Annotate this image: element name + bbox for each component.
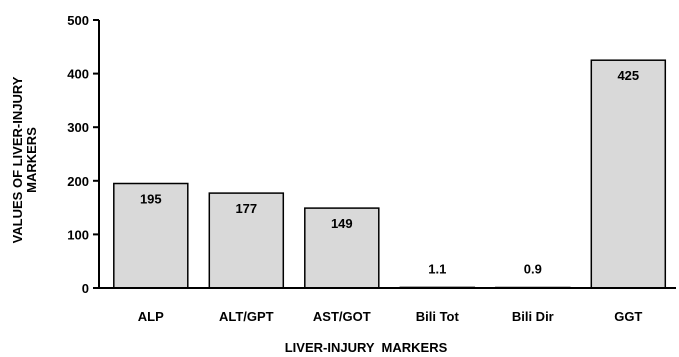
bar-ggt	[590, 59, 667, 289]
data-label: 425	[617, 68, 639, 83]
x-tick-label: GGT	[614, 309, 642, 324]
y-axis-title-line-1: VALUES OF LIVER-INJURY	[10, 76, 25, 243]
y-axis-title: VALUES OF LIVER-INJURY MARKERS	[10, 76, 39, 243]
data-label: 1.1	[428, 261, 446, 276]
data-label: 149	[331, 216, 353, 231]
x-tick-label: Bili Dir	[512, 309, 554, 324]
x-tick-label: ALT/GPT	[219, 309, 274, 324]
y-tick-label: 500	[67, 13, 89, 28]
bar-ast-got	[304, 207, 380, 289]
y-axis-title-line-2: MARKERS	[24, 127, 39, 193]
y-tick-label: 0	[82, 281, 89, 296]
x-tick-label: Bili Tot	[416, 309, 460, 324]
y-tick-label: 100	[67, 227, 89, 242]
x-axis-title: LIVER-INJURY MARKERS	[285, 340, 448, 355]
x-tick-label: AST/GOT	[313, 309, 371, 324]
bar-alp	[113, 182, 189, 289]
y-tick-label: 400	[67, 67, 89, 82]
data-label: 195	[140, 192, 162, 207]
y-tick-label: 200	[67, 174, 89, 189]
x-tick-label: ALP	[138, 309, 164, 324]
y-tick-label: 300	[67, 120, 89, 135]
data-label: 0.9	[524, 262, 542, 277]
data-label: 177	[235, 201, 257, 216]
plot-area: 195 ALP 177 ALT/GPT 149 AST/GOT 1.1 Bili Tot 0.9…	[67, 13, 676, 324]
bar-alt-gpt	[208, 192, 285, 289]
